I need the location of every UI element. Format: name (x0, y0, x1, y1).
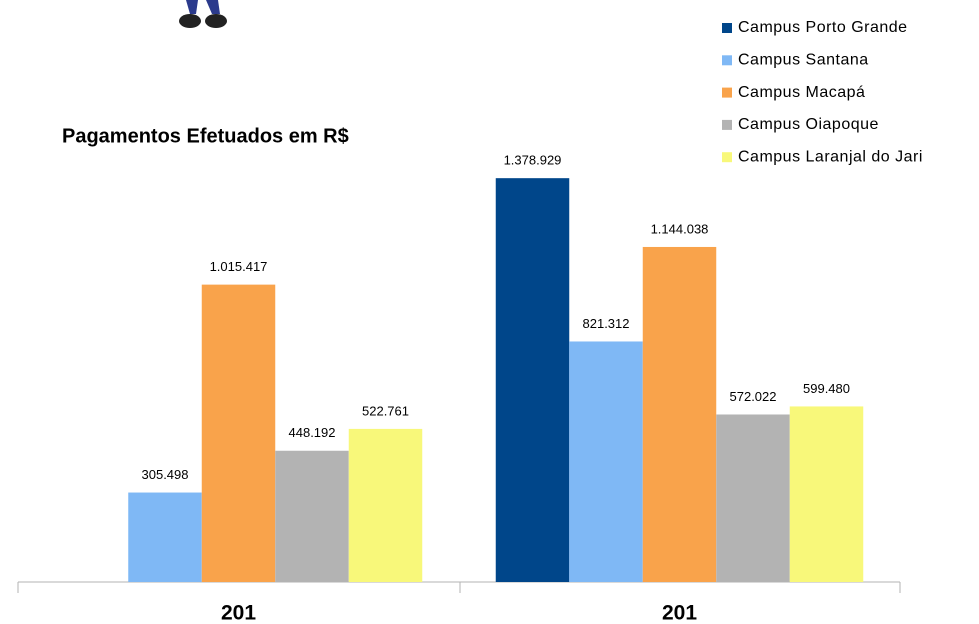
legend-swatch (722, 55, 732, 66)
bar (789, 406, 864, 582)
mascot-feet (179, 0, 227, 28)
bar (495, 178, 570, 583)
bar (128, 492, 202, 582)
bar (201, 284, 276, 582)
legend-label: Campus Oiapoque (738, 116, 879, 133)
legend-swatch (722, 23, 732, 33)
chart-title: Pagamentos Efetuados em R$ (62, 125, 349, 147)
bar (275, 450, 349, 582)
legend-label: Campus Laranjal do Jari (738, 148, 923, 165)
value-label: 599.480 (803, 381, 850, 396)
legend-label: Campus Macapá (738, 84, 865, 101)
x-tick-label: 201 (221, 602, 256, 624)
legend-label: Campus Santana (738, 52, 869, 69)
value-label: 305.498 (142, 467, 189, 482)
legend-label: Campus Porto Grande (738, 19, 908, 36)
bar (348, 428, 423, 582)
legend-swatch (722, 152, 732, 163)
bar (716, 414, 790, 582)
x-tick-label: 201 (662, 602, 697, 624)
value-label: 1.378.929 (504, 153, 562, 168)
value-label: 522.761 (362, 403, 409, 418)
value-label: 1.015.417 (210, 259, 268, 274)
value-label: 448.192 (289, 425, 336, 440)
bar (642, 246, 717, 582)
bar (569, 341, 643, 582)
value-label: 821.312 (583, 316, 630, 331)
legend-swatch (722, 87, 732, 98)
legend-swatch (722, 119, 732, 130)
value-label: 572.022 (730, 389, 777, 404)
value-label: 1.144.038 (651, 221, 709, 236)
